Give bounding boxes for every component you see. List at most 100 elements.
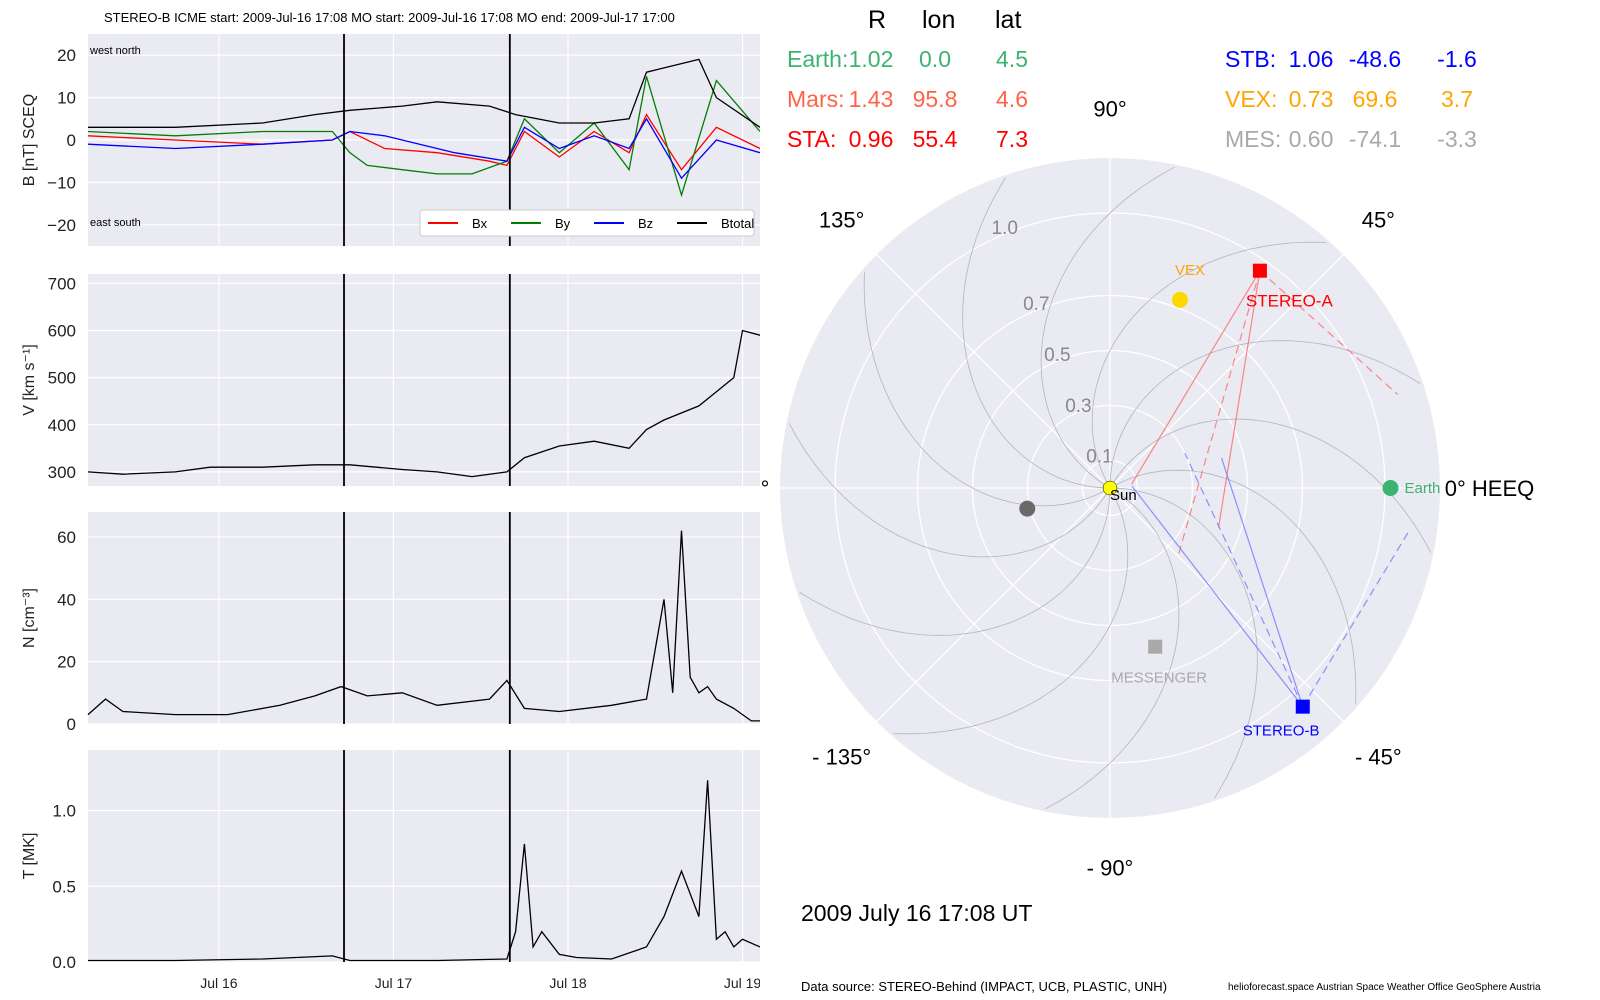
parker-spiral-line bbox=[863, 271, 1108, 507]
angular-grid-line bbox=[1109, 487, 1344, 722]
y-tick-label: 500 bbox=[48, 369, 76, 388]
pos-vex-lat: 3.7 bbox=[1441, 86, 1473, 112]
col-header-lon: lon bbox=[922, 6, 956, 34]
pos-sta-lat: 7.3 bbox=[996, 126, 1028, 152]
pos-vex-lon: 69.6 bbox=[1352, 86, 1398, 112]
angle-label: - 135° bbox=[812, 744, 871, 769]
panel-background bbox=[88, 750, 760, 962]
pos-stb-lat: -1.6 bbox=[1437, 46, 1477, 72]
y-tick-label: 1.0 bbox=[52, 802, 76, 821]
angular-grid-line bbox=[876, 487, 1111, 722]
parker-spiral-line bbox=[962, 177, 1108, 489]
panel-background bbox=[88, 512, 760, 724]
marker-stereo-a bbox=[1252, 263, 1267, 278]
pos-mes-r: 0.60 bbox=[1288, 126, 1334, 152]
legend-label-bx: Bx bbox=[472, 216, 488, 231]
y-tick-label: 40 bbox=[57, 590, 76, 609]
series-line-t bbox=[88, 780, 760, 962]
annotation-top: west north bbox=[89, 45, 141, 57]
angle-label: - 90° bbox=[1087, 856, 1134, 881]
parker-spiral-line bbox=[1112, 469, 1357, 705]
label-messenger: MESSENGER bbox=[1111, 670, 1207, 687]
annotation-bottom: east south bbox=[90, 217, 141, 229]
y-tick-label: 60 bbox=[57, 528, 76, 547]
pos-mars-name: Mars: bbox=[787, 86, 845, 112]
y-tick-label: 0.5 bbox=[52, 877, 76, 896]
marker-sun bbox=[1102, 480, 1118, 496]
marker-earth bbox=[1382, 480, 1399, 496]
angle-label: - 45° bbox=[1355, 744, 1402, 769]
series-line-n bbox=[87, 530, 760, 722]
pos-mes-lat: -3.3 bbox=[1437, 126, 1477, 152]
y-tick-label: 400 bbox=[48, 416, 76, 435]
stereo-b-fov-line bbox=[1184, 452, 1304, 707]
timeseries-panels: 20 10 0 −10 −20 B [nT] SCEQ west north east sou… bbox=[21, 34, 760, 991]
x-tick-label: Jul 18 bbox=[549, 975, 587, 991]
parker-spiral-line bbox=[788, 423, 1109, 558]
y-tick-label: 0.0 bbox=[52, 953, 76, 972]
marker-vex bbox=[1171, 291, 1188, 308]
parker-spiral-line bbox=[1040, 166, 1175, 487]
parker-spiral-line bbox=[893, 490, 1129, 735]
pos-stb-lon: -48.6 bbox=[1348, 46, 1402, 72]
pos-mars-lat: 4.6 bbox=[996, 86, 1028, 112]
stereo-a-fov-line bbox=[1217, 270, 1261, 528]
y-tick-label: 10 bbox=[57, 89, 76, 108]
label-vex: VEX bbox=[1175, 262, 1205, 279]
legend-label-btotal: Btotal bbox=[721, 216, 754, 231]
x-tick-label: Jul 17 bbox=[375, 975, 413, 991]
radial-tick-label: 0.3 bbox=[1065, 396, 1091, 417]
parker-spiral-line bbox=[799, 490, 1111, 636]
radial-tick-label: 0.7 bbox=[1023, 294, 1049, 315]
angle-label: 0° HEEQ bbox=[1445, 476, 1535, 501]
stereo-a-fov-line bbox=[1131, 270, 1261, 485]
angle-label: 45° bbox=[1362, 208, 1395, 233]
col-header-lat: lat bbox=[995, 6, 1022, 34]
x-tick-label: Jul 19 bbox=[724, 975, 760, 991]
y-axis-label: B [nT] SCEQ bbox=[21, 94, 38, 186]
x-tick-label: Jul 16 bbox=[200, 975, 238, 991]
marker-messenger bbox=[1148, 639, 1163, 654]
legend-label-by: By bbox=[555, 216, 571, 231]
stereo-b-fov-line bbox=[1220, 457, 1304, 707]
y-tick-label: 0 bbox=[67, 131, 76, 150]
pos-earth-r: 1.02 bbox=[848, 46, 894, 72]
legend: Bx By Bz Btotal bbox=[419, 209, 755, 237]
label-sun: Sun bbox=[1110, 487, 1137, 504]
y-axis-label: N [cm⁻³] bbox=[21, 588, 38, 648]
y-axis-label: V [km s⁻¹] bbox=[21, 344, 38, 416]
pos-earth-name: Earth: bbox=[787, 46, 849, 72]
parker-spiral-line bbox=[1109, 340, 1421, 486]
series-line-btotal bbox=[88, 58, 760, 128]
angular-grid-line bbox=[876, 254, 1111, 489]
y-tick-label: 300 bbox=[48, 463, 76, 482]
series-line-by bbox=[87, 76, 760, 198]
y-tick-label: −10 bbox=[47, 173, 76, 192]
legend-box bbox=[419, 209, 755, 237]
pos-stb-r: 1.06 bbox=[1288, 46, 1334, 72]
y-tick-label: 20 bbox=[57, 653, 76, 672]
stereo-a-fov-line bbox=[1177, 270, 1261, 557]
pos-mes-lon: -74.1 bbox=[1348, 126, 1402, 152]
angle-label: 135° bbox=[819, 208, 865, 233]
angular-grid-line bbox=[1109, 254, 1344, 489]
y-tick-label: 700 bbox=[48, 274, 76, 293]
pos-earth-lon: 0.0 bbox=[919, 46, 951, 72]
pos-vex-r: 0.73 bbox=[1288, 86, 1334, 112]
radial-tick-label: 0.1 bbox=[1086, 447, 1112, 468]
data-source-label: Data source: STEREO-Behind (IMPACT, UCB,… bbox=[801, 979, 1168, 994]
stereo-a-fov-line bbox=[1259, 270, 1399, 395]
date-label: 2009 July 16 17:08 UT bbox=[801, 900, 1033, 926]
y-tick-label: 600 bbox=[48, 322, 76, 341]
panel-background bbox=[88, 274, 760, 486]
y-axis-label: T [MK] bbox=[21, 833, 38, 880]
marker-stereo-b bbox=[1295, 699, 1310, 714]
stereo-b-fov-line bbox=[1302, 529, 1411, 707]
y-tick-label: −20 bbox=[47, 216, 76, 235]
panel-3: 60 40 20 0 N [cm⁻³] bbox=[21, 512, 760, 734]
series-line-v bbox=[87, 329, 760, 478]
credits-label: helioforecast.space Austrian Space Weath… bbox=[1228, 982, 1541, 993]
angle-label: 90° bbox=[1093, 100, 1126, 122]
radial-tick-label: 1.0 bbox=[992, 218, 1018, 239]
